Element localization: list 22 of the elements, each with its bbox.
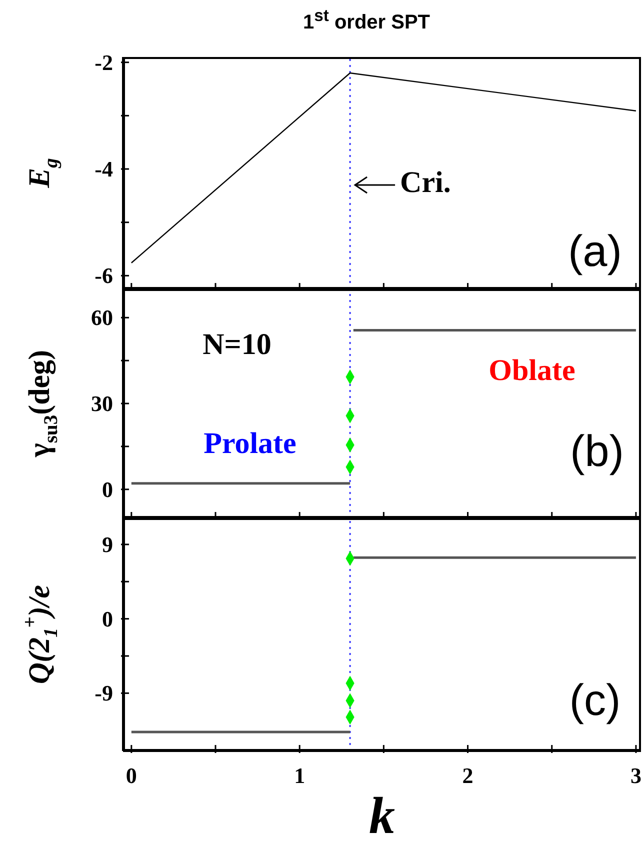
y-tick-label: 30	[91, 391, 113, 416]
y-tick-label: 0	[102, 476, 113, 502]
annotation: (a)	[568, 227, 622, 277]
x-axis-title: k	[369, 788, 395, 845]
y-tick-label: -9	[94, 680, 113, 706]
annotation: (b)	[570, 427, 624, 477]
chart-title: 1$^{st}$ order SPT	[302, 6, 432, 35]
x-tick-label: 3	[630, 763, 642, 788]
y-tick-label: -2	[94, 50, 113, 75]
annotation: N=10	[202, 328, 272, 362]
x-tick-label: 1	[294, 763, 306, 788]
x-tick-label: 0	[126, 763, 137, 788]
y-tick-label: 60	[91, 305, 113, 330]
y-tick-label: 9	[102, 532, 113, 557]
annotation: Cri.	[400, 166, 451, 199]
y-tick-label: -4	[94, 156, 113, 182]
annotation: (c)	[569, 676, 621, 726]
y-tick-label: 0	[102, 606, 113, 632]
x-tick-label: 2	[462, 763, 474, 788]
annotation: Prolate	[204, 427, 296, 461]
y-tick-label: -6	[94, 263, 113, 288]
annotation: Oblate	[488, 354, 576, 388]
